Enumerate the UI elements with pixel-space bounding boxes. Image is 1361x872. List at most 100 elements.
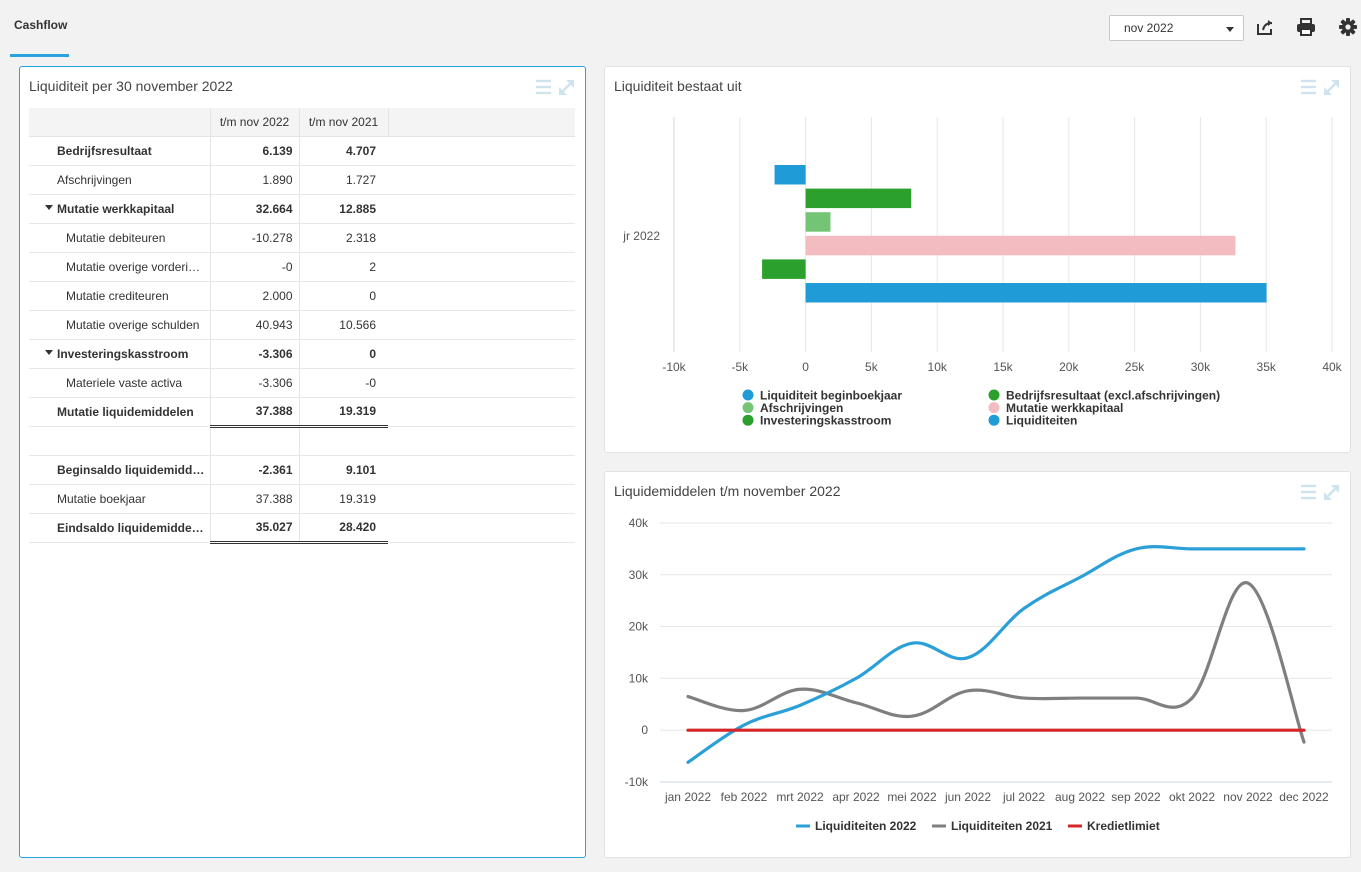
row-label-cell: Mutatie overige schulden — [29, 310, 211, 340]
legend-label: Liquiditeiten — [1006, 414, 1077, 428]
legend-marker — [988, 402, 1000, 414]
caret-down-icon[interactable] — [45, 350, 53, 356]
series-line-liquiditeiten-2022 — [686, 545, 1306, 764]
table-header-label — [29, 108, 211, 137]
x-tick-label: 0 — [802, 360, 809, 374]
table-row: Mutatie liquidemiddelen 37.388 19.319 — [29, 396, 575, 428]
value-nov-2021: 28.420 — [299, 512, 388, 544]
series-line-liquiditeiten-2021 — [686, 581, 1306, 744]
row-label: Afschrijvingen — [57, 172, 132, 187]
y-tick-label: 40k — [629, 516, 649, 530]
panel-menu-icon[interactable] — [535, 78, 577, 96]
value-nov-2021: 4.707 — [299, 136, 388, 166]
value-nov-2022: -3.306 — [210, 339, 300, 369]
value-nov-2022: 35.027 — [210, 512, 300, 544]
row-label-cell: Eindsaldo liquidemidde… — [29, 513, 211, 543]
liquidity-composition-panel: Liquiditeit bestaat uit -10k -5k 0 5k 10k 15k… — [604, 66, 1351, 453]
x-tick-label: jul 2022 — [1002, 790, 1045, 804]
row-filler — [388, 513, 575, 543]
table-row[interactable]: Investeringskasstroom -3.306 0 — [29, 339, 575, 369]
value-nov-2022: 40.943 — [210, 310, 300, 340]
value-nov-2022: -3.306 — [210, 368, 300, 398]
row-label-cell: Bedrijfsresultaat — [29, 136, 211, 166]
legend-marker — [988, 389, 1000, 401]
x-tick-label: -10k — [662, 360, 686, 374]
panel-title: Liquiditeit bestaat uit — [614, 78, 742, 94]
y-tick-label: -10k — [625, 775, 649, 789]
line-chart: -10k 0 10k 20k 30k 40k jan 2022 feb 2022 mrt 202… — [625, 516, 1332, 833]
table-row: Mutatie crediteuren 2.000 0 — [29, 281, 575, 311]
value-nov-2022: 1.890 — [210, 165, 300, 195]
panel-menu-icon[interactable] — [1300, 78, 1342, 96]
row-label-cell: Mutatie overige vorderi… — [29, 252, 211, 282]
print-icon[interactable] — [1296, 17, 1316, 37]
liquidity-table-panel: Liquiditeit per 30 november 2022 t/m nov… — [19, 66, 586, 858]
bar-liquiditeit-beginboekjaar — [774, 165, 806, 185]
value-nov-2022: 37.388 — [210, 396, 300, 428]
value-nov-2022: 2.000 — [210, 281, 300, 311]
value-nov-2021: -0 — [299, 368, 388, 398]
x-tick-label: 10k — [928, 360, 948, 374]
legend-label: Afschrijvingen — [760, 401, 843, 415]
x-tick-label: nov 2022 — [1223, 790, 1273, 804]
table-header-nov-2022[interactable]: t/m nov 2022 — [210, 108, 300, 137]
bar-investeringskasstroom — [762, 259, 806, 279]
panel-title: Liquidemiddelen t/m november 2022 — [614, 483, 841, 499]
x-tick-label: apr 2022 — [832, 790, 880, 804]
value-nov-2021: 0 — [299, 281, 388, 311]
caret-down-icon[interactable] — [45, 205, 53, 211]
table-row: Mutatie debiteuren -10.278 2.318 — [29, 223, 575, 253]
row-label: Beginsaldo liquidemidd… — [57, 462, 205, 477]
chevron-down-icon — [1226, 27, 1234, 32]
x-tick-label: 20k — [1059, 360, 1079, 374]
table-header-filler — [388, 108, 575, 137]
bar-afschrijvingen — [805, 212, 831, 232]
panel-menu-icon[interactable] — [1300, 483, 1342, 501]
table-header-nov-2021[interactable]: t/m nov 2021 — [299, 108, 389, 137]
legend-label: Investeringskasstroom — [760, 414, 891, 428]
value-nov-2021: 19.319 — [299, 396, 388, 428]
value-nov-2021: 12.885 — [299, 194, 388, 224]
row-label-cell: Mutatie werkkapitaal — [29, 194, 211, 224]
table-row: Bedrijfsresultaat 6.139 4.707 — [29, 136, 575, 166]
bar-mutatie-werkkapitaal — [805, 235, 1236, 256]
legend-label: Liquiditeit beginboekjaar — [760, 389, 902, 403]
row-label: Mutatie liquidemiddelen — [57, 404, 194, 419]
row-filler — [388, 223, 575, 253]
period-select-value: nov 2022 — [1124, 21, 1174, 35]
share-icon[interactable] — [1255, 17, 1275, 37]
top-bar: Cashflow nov 2022 — [0, 0, 1361, 57]
value-nov-2022: -0 — [210, 252, 300, 282]
row-filler — [388, 310, 575, 340]
value-nov-2022: 6.139 — [210, 136, 300, 166]
legend-marker — [742, 402, 754, 414]
table-row[interactable]: Mutatie werkkapitaal 32.664 12.885 — [29, 194, 575, 224]
gear-icon[interactable] — [1338, 17, 1358, 37]
x-tick-label: 30k — [1191, 360, 1211, 374]
row-filler — [388, 165, 575, 195]
bar-bedrijfsresultaat-excl-afschrijvingen- — [805, 188, 912, 209]
row-label-cell: Mutatie debiteuren — [29, 223, 211, 253]
period-select[interactable]: nov 2022 — [1109, 15, 1244, 41]
legend-label: Bedrijfsresultaat (excl.afschrijvingen) — [1006, 389, 1220, 403]
tab-cashflow[interactable]: Cashflow — [10, 0, 69, 57]
y-tick-label: 0 — [641, 723, 648, 737]
value-nov-2022: -2.361 — [210, 455, 300, 485]
row-label: Materiele vaste activa — [66, 375, 183, 390]
y-tick-label: 10k — [629, 671, 649, 685]
value-nov-2022 — [210, 426, 300, 456]
x-tick-label: dec 2022 — [1279, 790, 1329, 804]
table-row: Materiele vaste activa -3.306 -0 — [29, 368, 575, 398]
row-filler — [388, 194, 575, 224]
row-filler — [388, 484, 575, 514]
row-label-cell: Afschrijvingen — [29, 165, 211, 195]
x-tick-label: 15k — [993, 360, 1013, 374]
tab-active-indicator — [10, 54, 69, 57]
row-label-cell: Mutatie crediteuren — [29, 281, 211, 311]
row-filler — [388, 426, 575, 456]
panel-title: Liquiditeit per 30 november 2022 — [29, 78, 233, 94]
row-label: Mutatie crediteuren — [66, 288, 169, 303]
row-filler — [388, 397, 575, 427]
x-tick-label: -5k — [731, 360, 749, 374]
table-row: Beginsaldo liquidemidd… -2.361 9.101 — [29, 455, 575, 485]
